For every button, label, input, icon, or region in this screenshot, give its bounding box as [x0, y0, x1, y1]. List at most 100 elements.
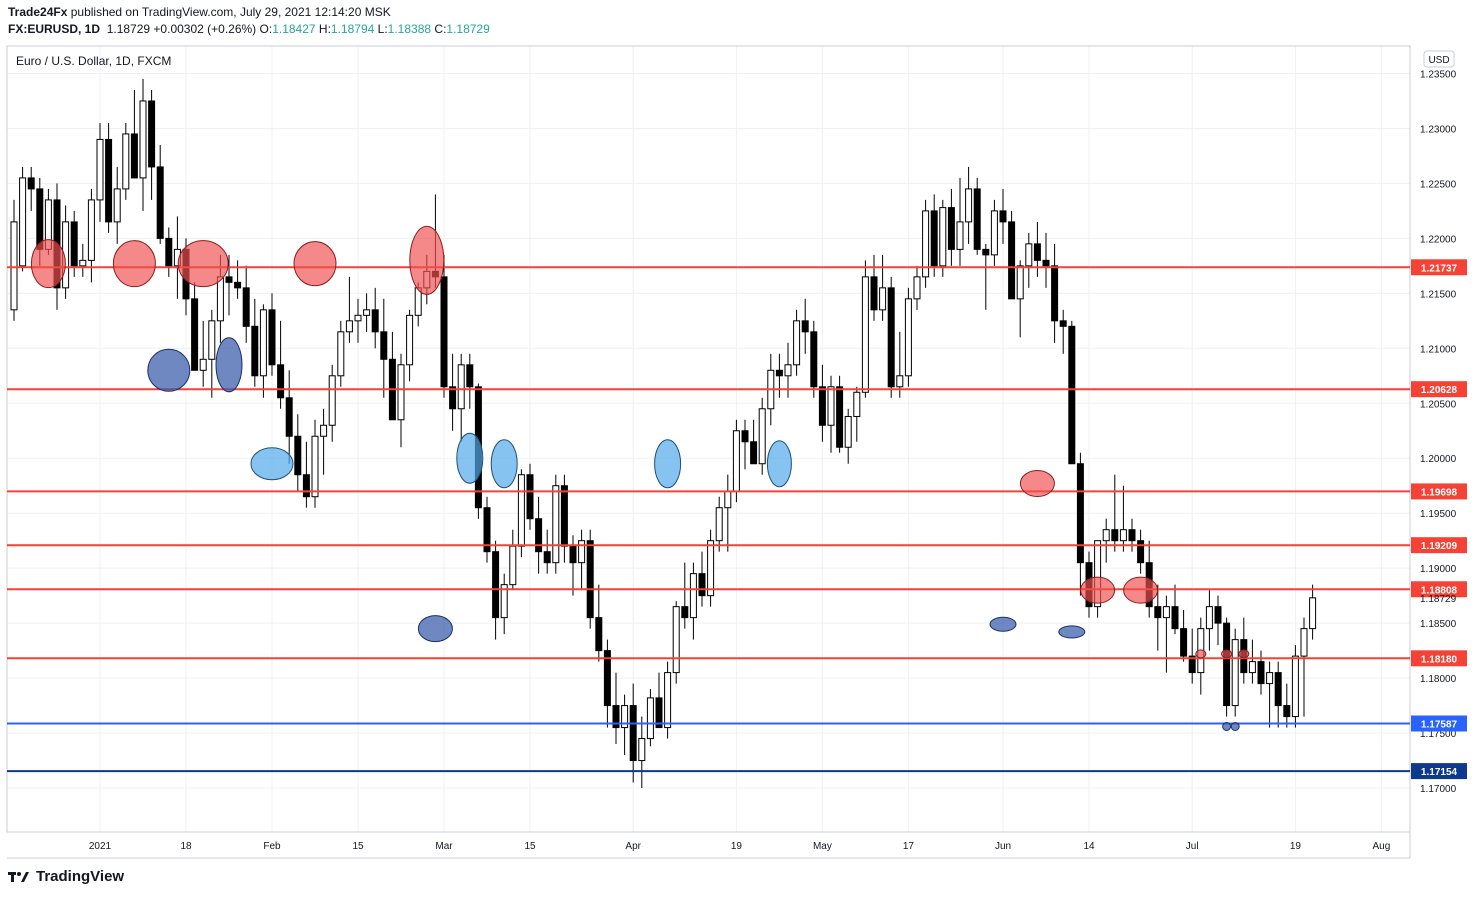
time-tick-label: Jun — [995, 841, 1011, 852]
candle-body-down — [70, 221, 78, 267]
support-marker[interactable] — [1058, 625, 1086, 639]
candle-body-down — [242, 287, 250, 327]
price-tick-label: 1.20500 — [1420, 399, 1457, 410]
candle-body-up — [87, 199, 95, 261]
candle-body-down — [1033, 243, 1041, 261]
resistance-marker[interactable] — [1221, 649, 1233, 659]
candle-body-up — [904, 298, 912, 377]
resistance-marker[interactable] — [112, 240, 156, 288]
candle-body-up — [328, 375, 336, 426]
candle-body-down — [225, 276, 233, 283]
low-label: L: — [377, 22, 388, 36]
candle-body-up — [664, 672, 672, 729]
tradingview-footer[interactable]: TradingView — [8, 868, 124, 885]
candle-body-up — [827, 386, 835, 426]
candle-body-down — [1257, 661, 1265, 685]
resistance-marker[interactable] — [177, 240, 229, 288]
support-marker[interactable] — [989, 616, 1017, 632]
price-tick-label: 1.19000 — [1420, 564, 1457, 575]
resistance-marker[interactable] — [409, 225, 445, 295]
candle-body-up — [861, 276, 869, 393]
candle-body-down — [380, 331, 388, 360]
symbol[interactable]: FX:EURUSD, 1D — [8, 22, 101, 36]
support-marker[interactable] — [147, 348, 191, 392]
candle-body-up — [1016, 265, 1024, 300]
support-marker[interactable] — [766, 440, 792, 488]
candle-body-down — [750, 441, 758, 465]
resistance-marker[interactable] — [1019, 470, 1055, 498]
candle-body-down — [595, 617, 603, 652]
currency-badge-box — [1423, 50, 1455, 68]
candle-body-down — [801, 320, 809, 333]
candle-body-up — [397, 364, 405, 421]
publisher-name[interactable]: Trade24Fx — [8, 5, 68, 19]
currency-badge[interactable]: USD — [1423, 50, 1455, 68]
candle-body-down — [612, 705, 620, 729]
candle-body-down — [698, 573, 706, 597]
support-marker[interactable] — [1230, 721, 1240, 731]
time-tick-label: Feb — [263, 841, 281, 852]
resistance-marker[interactable] — [1123, 576, 1159, 604]
price-change: +0.00302 (+0.26%) — [153, 22, 257, 36]
candle-body-up — [354, 314, 362, 322]
support-marker[interactable] — [215, 337, 243, 393]
candles — [10, 78, 1317, 789]
resistance-marker[interactable] — [1238, 649, 1250, 659]
candle-body-up — [1119, 529, 1127, 542]
candle-body-down — [586, 540, 594, 619]
candle-body-up — [732, 430, 740, 492]
horizontal-levels — [7, 266, 1410, 773]
candle-body-down — [1008, 221, 1016, 300]
candle-body-up — [1309, 597, 1317, 630]
candle-body-up — [1248, 661, 1256, 674]
price-tick-label: 1.20000 — [1420, 454, 1457, 465]
candle-body-down — [775, 369, 783, 377]
resistance-marker[interactable] — [1195, 649, 1207, 659]
resistance-marker[interactable] — [293, 241, 337, 287]
candle-body-up — [406, 314, 414, 366]
candle-body-down — [1128, 529, 1136, 542]
level-price-label: 1.18180 — [1421, 654, 1458, 665]
plot-frame — [6, 45, 1411, 833]
price-tick-label: 1.18500 — [1420, 619, 1457, 630]
candle-body-down — [294, 435, 302, 476]
resistance-marker[interactable] — [30, 239, 66, 289]
time-tick-label: 17 — [903, 841, 915, 852]
level-price-label: 1.21737 — [1421, 263, 1458, 274]
open-label: O: — [259, 22, 273, 36]
candle-body-down — [1059, 320, 1067, 327]
candle-body-up — [672, 606, 680, 674]
price-tick-label: 1.19500 — [1420, 509, 1457, 520]
price-tick-label: 1.23500 — [1420, 69, 1457, 80]
candle-body-up — [1291, 655, 1299, 718]
level-price-badge — [1411, 763, 1467, 780]
candle-body-down — [1154, 606, 1162, 619]
candle-body-up — [509, 545, 517, 586]
candle-body-down — [569, 545, 577, 564]
support-marker[interactable] — [456, 432, 484, 484]
candle-body-down — [810, 331, 818, 388]
candle-body-up — [552, 485, 560, 564]
support-marker[interactable] — [1222, 721, 1232, 731]
candle-body-up — [259, 309, 267, 377]
time-tick-label: 19 — [1290, 841, 1302, 852]
candle-body-up — [1266, 672, 1274, 685]
candle-body-up — [844, 415, 852, 448]
support-marker[interactable] — [490, 439, 518, 489]
candle-body-down — [105, 138, 113, 223]
price-tick-label: 1.22000 — [1420, 234, 1457, 245]
annotations — [30, 225, 1250, 731]
resistance-marker[interactable] — [1080, 576, 1116, 604]
candle-body-down — [887, 287, 895, 388]
candle-body-up — [216, 276, 224, 322]
price-badges: 1.21737 1.20628 1.19698 1.19209 1.18808 1.181… — [1411, 259, 1467, 780]
level-price-label: 1.17154 — [1421, 767, 1458, 778]
support-marker[interactable] — [654, 439, 682, 489]
time-tick-label: 14 — [1083, 841, 1095, 852]
support-marker[interactable] — [250, 447, 294, 481]
support-marker[interactable] — [417, 615, 453, 643]
candle-body-up — [363, 309, 371, 316]
level-price-badge — [1411, 381, 1467, 398]
candle-body-down — [130, 133, 138, 179]
